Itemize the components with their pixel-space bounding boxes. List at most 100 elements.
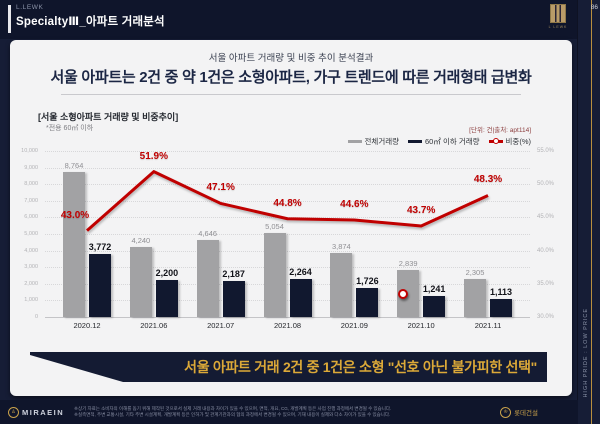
bar-total-value: 4,240	[131, 235, 151, 245]
y-axis-right-label: 35.0%	[537, 280, 555, 287]
building-emblem-icon	[550, 4, 566, 23]
bar-small-apt-value: 2,264	[289, 267, 312, 278]
legend-circle-marker-icon	[492, 138, 499, 145]
title-divider	[61, 94, 521, 95]
gridline	[45, 250, 530, 252]
x-axis-label: 2021.10	[407, 321, 435, 330]
ratio-value-label: 47.1%	[206, 182, 235, 194]
slide-card: 서울 아파트 거래량 및 비중 추이 분석결과 서울 아파트는 2건 중 약 1…	[10, 40, 572, 396]
plot-area: 0 1,000 2,000 3,000 4,000 5,000 6,000 7,000 8,00…	[21, 148, 554, 330]
gridline	[45, 184, 530, 186]
ratio-value-label: 44.6%	[340, 199, 369, 211]
miraein-logo-text: MIRAEIN	[22, 407, 65, 417]
conclusion-banner: 서울 아파트 거래 2건 중 1건은 소형 "선호 아닌 불가피한 선택"	[30, 352, 547, 382]
legend-label: 전체거래량	[364, 137, 400, 146]
y-axis-right-label: 40.0%	[537, 247, 555, 254]
bar-small-apt	[222, 280, 245, 317]
chart-title: [서울 소형아파트 거래량 및 비중추이]	[38, 112, 179, 122]
bar-small-apt	[289, 279, 312, 317]
legend-label: 60㎡ 이하 거래량	[425, 137, 480, 146]
ratio-value-label: 43.7%	[406, 205, 436, 217]
disclaimer-line-2: ※실측면적, 주변 교통시설, 기타 주변 시설계획, 개발계획 등은 인허가 …	[74, 412, 391, 417]
bar-small-apt-value: 2,187	[222, 268, 245, 279]
bar-total	[63, 171, 85, 317]
sidebar-slogan: HIGH PRIDE : LOW PRICE	[583, 308, 589, 398]
partner-logo-text: 롯데건설	[514, 410, 538, 417]
bar-total-value: 2,839	[398, 258, 418, 268]
header-bar: L.LEWK SpecialtyⅢ_아파트 거래분석 L LEWK	[0, 0, 578, 39]
analysis-headline: 서울 아파트는 2건 중 약 1건은 소형아파트, 가구 트렌드에 따른 거래형…	[50, 69, 532, 86]
logo-caption: L LEWK	[548, 25, 568, 29]
legend-item: 전체거래량	[347, 136, 400, 147]
bar-total-value: 5,054	[265, 222, 284, 232]
y-axis-left-label: 0	[34, 314, 38, 320]
ratio-value-label: 43.0%	[60, 209, 90, 221]
legend-bar-swatch	[408, 140, 423, 143]
page-title: SpecialtyⅢ_아파트 거래분석	[16, 16, 165, 28]
gridline	[45, 283, 530, 285]
chart-legend: 전체거래량 60㎡ 이하 거래량 비중(%)	[347, 136, 531, 147]
ratio-value-label: 48.3%	[473, 174, 503, 186]
footer-bar: ♙ MIRAEIN ※상기 자료는 소비자의 이해를 돕기 위해 제작된 것으로…	[0, 400, 578, 424]
chart-note: *전용 60㎡ 이하	[46, 125, 94, 132]
gridline	[45, 167, 530, 169]
y-axis-right-label: 45.0%	[537, 214, 555, 221]
bar-small-apt-value: 2,200	[155, 268, 179, 279]
y-axis-left-label: 1,000	[24, 297, 38, 304]
gold-divider-line	[590, 0, 592, 424]
brand-label: L.LEWK	[16, 4, 44, 11]
bar-small-apt	[356, 288, 379, 317]
legend-item: 60㎡ 이하 거래량	[408, 136, 480, 147]
gridline	[45, 151, 530, 152]
x-axis-label: 2021.06	[140, 321, 168, 330]
gridline	[45, 200, 530, 202]
legend-label: 비중(%)	[505, 137, 531, 146]
header-accent-bar	[8, 5, 11, 33]
gridline	[45, 317, 530, 318]
legend-bar-swatch	[347, 140, 362, 143]
y-axis-left-label: 9,000	[24, 164, 38, 171]
miraein-emblem-icon: ♙	[8, 406, 19, 418]
bar-total-value: 3,874	[331, 241, 351, 251]
bar-small-apt	[89, 254, 111, 317]
legend-line-swatch	[488, 138, 503, 145]
y-axis-left-label: 7,000	[24, 197, 38, 204]
bar-small-apt	[155, 280, 178, 317]
y-axis-left-label: 3,000	[24, 264, 38, 271]
bar-small-apt	[490, 298, 512, 317]
conclusion-text: 서울 아파트 거래 2건 중 1건은 소형 "선호 아닌 불가피한 선택"	[184, 359, 537, 375]
bar-total-value: 4,646	[198, 228, 218, 238]
x-axis-label: 2020.12	[73, 321, 101, 330]
bar-small-apt-value: 1,241	[422, 284, 446, 295]
disclaimer-line-1: ※상기 자료는 소비자의 이해를 돕기 위해 제작된 것으로서 실제 거래 내용…	[74, 406, 392, 411]
y-axis-right-label: 30.0%	[537, 314, 555, 320]
analysis-subtitle: 서울 아파트 거래량 및 비중 추이 분석결과	[208, 53, 374, 64]
company-logo: L LEWK	[546, 4, 570, 29]
bar-total-value: 8,764	[64, 160, 84, 170]
legend-item: 비중(%)	[488, 136, 531, 147]
right-sidebar: 86 HIGH PRIDE : LOW PRICE	[577, 0, 600, 424]
lotte-emblem-icon: ♔	[500, 406, 512, 418]
partner-logo: ♔ 롯데건설	[500, 406, 538, 418]
x-axis-label: 2021.11	[474, 321, 502, 330]
y-axis-left-label: 6,000	[24, 214, 38, 221]
y-axis-left-label: 4,000	[24, 247, 38, 254]
bar-small-apt-value: 1,726	[356, 276, 379, 287]
bar-total	[263, 233, 286, 317]
bar-small-apt	[423, 296, 446, 317]
ratio-value-label: 51.9%	[139, 150, 169, 162]
bar-total	[129, 246, 152, 317]
bar-total	[330, 252, 353, 317]
bar-small-apt-value: 3,772	[88, 242, 112, 253]
bar-small-apt-value: 1,113	[489, 286, 513, 297]
y-axis-right-label: 50.0%	[537, 181, 555, 188]
y-axis-left-label: 10,000	[21, 148, 38, 154]
y-axis-right-label: 55.0%	[537, 148, 555, 154]
y-axis-left-label: 2,000	[24, 280, 38, 287]
miraein-logo: ♙ MIRAEIN	[8, 406, 65, 418]
disclaimer-text: ※상기 자료는 소비자의 이해를 돕기 위해 제작된 것으로서 실제 거래 내용…	[74, 406, 391, 418]
transaction-chart: [서울 소형아파트 거래량 및 비중추이] *전용 60㎡ 이하 [단위: 건|…	[21, 110, 554, 360]
bar-total	[464, 278, 486, 317]
page-number: 86	[590, 4, 598, 11]
highlight-circle-marker	[398, 288, 409, 299]
